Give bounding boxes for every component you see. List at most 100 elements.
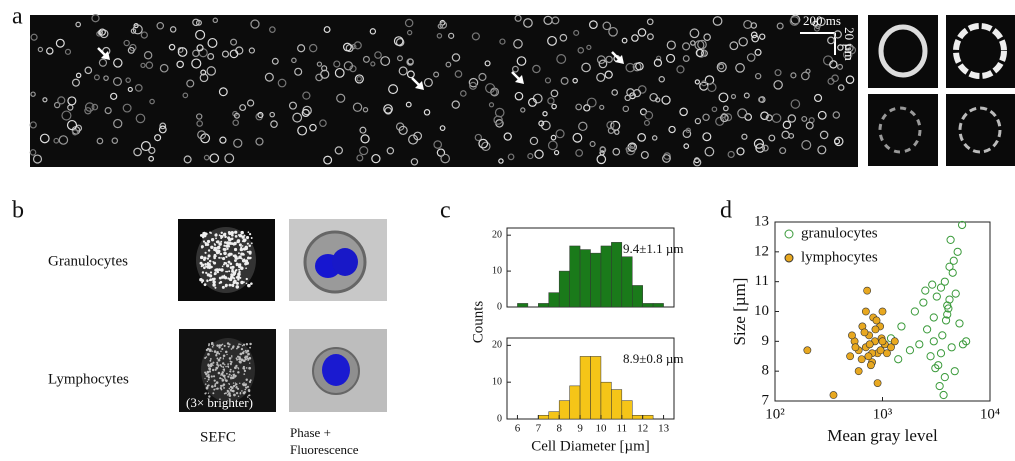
granule	[239, 382, 241, 385]
granule	[221, 343, 224, 346]
granule	[209, 370, 211, 373]
point	[803, 346, 812, 355]
granule	[234, 269, 237, 272]
granule	[244, 356, 247, 359]
cell	[229, 49, 239, 59]
cell	[755, 143, 765, 153]
granule	[232, 345, 235, 348]
cell	[754, 72, 762, 80]
granule	[243, 367, 246, 370]
granule	[223, 252, 227, 256]
granule	[226, 394, 229, 396]
cell	[782, 120, 792, 130]
granule	[227, 363, 229, 366]
granule	[212, 344, 215, 346]
cell	[668, 125, 676, 134]
cell	[104, 106, 112, 115]
cell	[612, 147, 621, 156]
cell	[186, 79, 195, 88]
cell	[718, 92, 729, 103]
cell	[845, 43, 854, 53]
cell	[547, 97, 555, 105]
granule	[226, 389, 229, 393]
granule	[243, 373, 246, 375]
cell	[469, 81, 478, 90]
cell	[369, 28, 377, 35]
cell	[468, 77, 479, 88]
granule	[227, 254, 230, 256]
granule	[204, 243, 208, 247]
cell	[751, 34, 760, 43]
granule	[234, 235, 238, 238]
cell	[586, 44, 592, 50]
cell	[774, 69, 782, 77]
cell	[356, 154, 364, 162]
cell	[113, 118, 123, 129]
y-tick-label: 20	[492, 340, 502, 351]
bar	[558, 270, 570, 308]
granule	[239, 352, 243, 356]
point	[932, 292, 941, 301]
cell	[148, 155, 155, 162]
granule	[235, 386, 238, 389]
granule	[227, 260, 231, 264]
granule	[233, 247, 238, 252]
arrow-head	[615, 55, 624, 64]
granule	[200, 256, 203, 260]
cell	[758, 96, 765, 103]
cell	[741, 133, 748, 140]
point	[921, 286, 930, 295]
granule	[212, 261, 214, 263]
bar	[538, 415, 549, 420]
cell	[682, 129, 692, 138]
granule	[233, 277, 236, 280]
cell	[316, 61, 323, 67]
granule	[228, 277, 233, 282]
cell	[607, 127, 615, 135]
cell	[768, 134, 776, 142]
cell	[736, 147, 745, 156]
granule	[215, 353, 218, 356]
point	[864, 352, 873, 361]
legend-marker	[784, 229, 794, 239]
cell	[111, 137, 119, 144]
cell	[695, 48, 704, 58]
granule	[221, 275, 225, 279]
bar	[579, 249, 591, 308]
granule	[211, 277, 215, 281]
cell	[158, 125, 167, 134]
granule	[232, 389, 235, 393]
granule	[227, 366, 230, 368]
inset-image	[946, 94, 1015, 166]
cell	[542, 111, 548, 117]
cell	[135, 113, 146, 124]
cell	[646, 33, 654, 41]
cell	[343, 61, 354, 71]
granule	[236, 239, 240, 244]
cell	[149, 98, 155, 105]
point	[861, 307, 870, 316]
legend-label: granulocytes	[801, 225, 878, 241]
granule	[240, 358, 244, 362]
granule	[206, 279, 209, 282]
point	[944, 304, 953, 313]
granule	[245, 343, 249, 346]
granule	[226, 247, 229, 250]
cell	[737, 108, 748, 119]
granule	[242, 343, 246, 346]
cell	[817, 110, 827, 120]
granule	[237, 257, 239, 260]
granule	[216, 351, 219, 354]
point	[851, 343, 860, 352]
point	[894, 355, 903, 364]
cell	[84, 66, 93, 75]
cell	[765, 114, 773, 122]
point	[928, 280, 937, 289]
cell	[658, 76, 665, 83]
cell	[323, 155, 333, 165]
x-axis-label: Mean gray level	[827, 426, 938, 445]
cell	[789, 16, 800, 26]
granule	[241, 344, 244, 347]
cell	[682, 55, 690, 62]
granule	[220, 268, 224, 272]
